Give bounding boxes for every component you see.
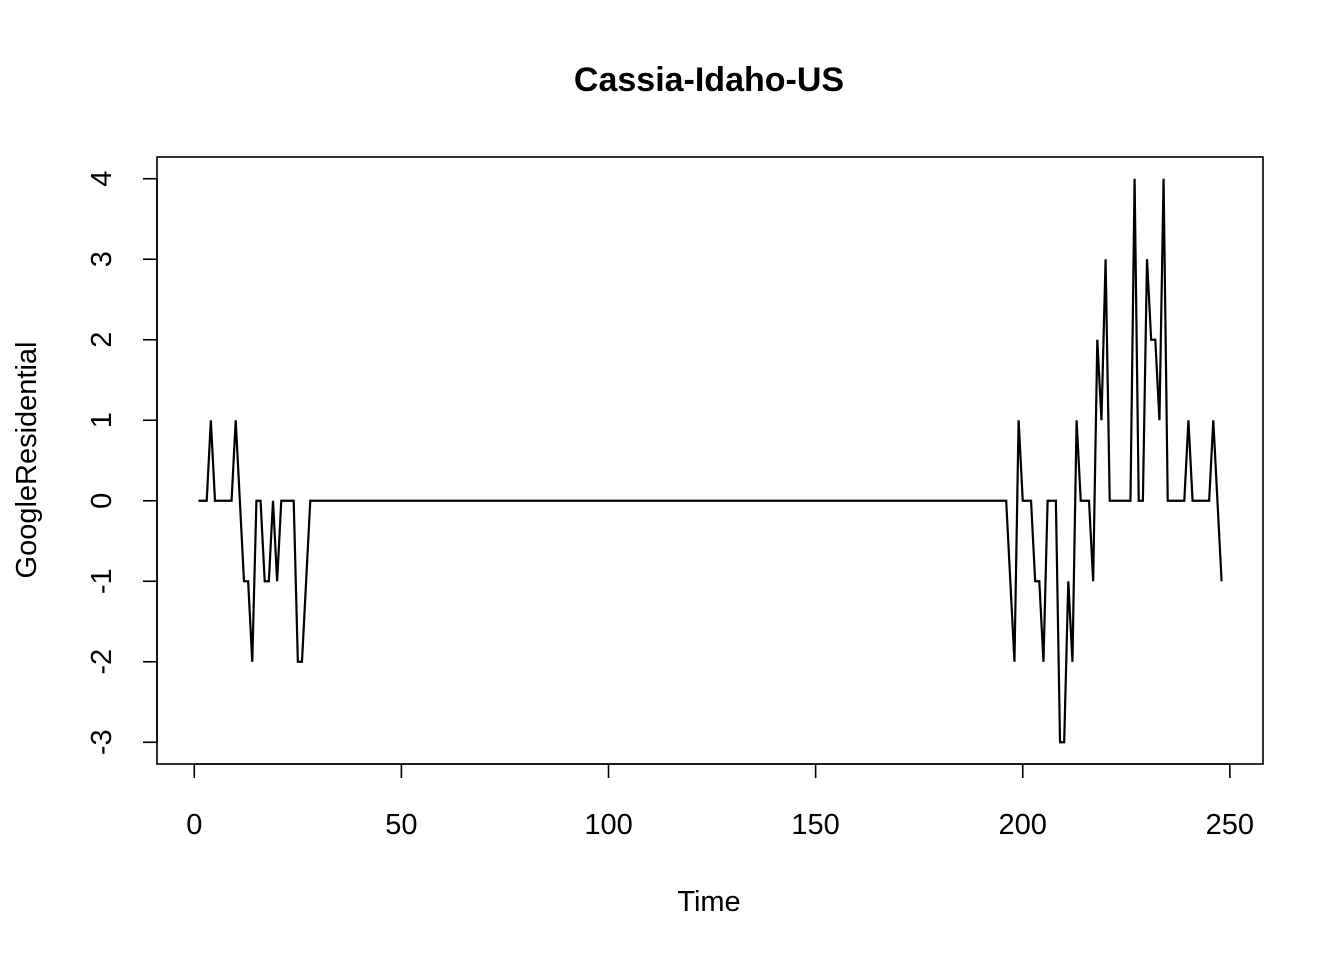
x-tick-label: 200 [999,809,1047,841]
y-tick-label: 0 [86,493,118,509]
y-axis: -3 -2 -1 0 1 2 3 4 [86,171,158,755]
x-tick-label: 250 [1206,809,1254,841]
y-tick-label: -2 [86,649,118,675]
x-tick-label: 0 [186,809,202,841]
x-axis-label: Time [677,886,740,918]
y-tick-label: -1 [86,568,118,594]
plot-frame [156,156,1264,765]
series-line [198,178,1223,744]
y-tick-label: 3 [86,251,118,267]
series-layer [198,178,1223,744]
chart-title: Cassia-Idaho-US [574,61,844,99]
y-tick-label: 4 [86,171,118,187]
y-axis-label: GoogleResidential [11,342,43,579]
x-tick-label: 100 [584,809,632,841]
y-tick-label: 2 [86,332,118,348]
y-tick-label: -3 [86,729,118,755]
x-tick-label: 150 [791,809,839,841]
x-tick-label: 50 [385,809,417,841]
x-axis: 0 50 100 150 200 250 [186,763,1254,841]
y-tick-label: 1 [86,412,118,428]
